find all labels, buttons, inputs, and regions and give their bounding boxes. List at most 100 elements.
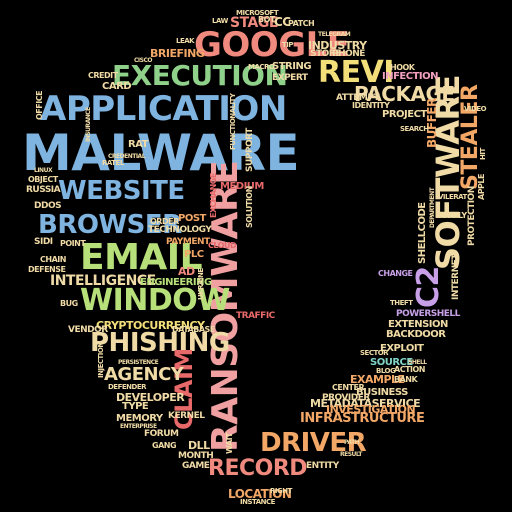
word-infrastructure: INFRASTRUCTURE bbox=[300, 411, 425, 426]
word-rat: RAT bbox=[128, 139, 148, 150]
word-google: GOOGLE bbox=[194, 25, 350, 65]
word-game: GAME bbox=[182, 461, 210, 471]
word-provider: PROVIDER bbox=[322, 393, 370, 403]
word-source: SOURCE bbox=[370, 357, 413, 368]
word-project: PROJECT bbox=[382, 109, 427, 120]
word-dll: DLL bbox=[188, 439, 210, 452]
word-order: ORDER bbox=[150, 217, 179, 226]
word-ukraine: UKRAINE bbox=[197, 268, 205, 300]
word-defense: DEFENSE bbox=[28, 265, 66, 274]
word-card: CARD bbox=[102, 81, 132, 92]
word-blog: BLOG bbox=[376, 367, 396, 375]
word-post: POST bbox=[178, 213, 206, 224]
word-memory: MEMORY bbox=[116, 413, 163, 424]
word-sector: SECTOR bbox=[360, 349, 389, 357]
word-hit: HIT bbox=[479, 148, 487, 160]
word-plc: PLC bbox=[184, 249, 204, 260]
word-cc: CC bbox=[274, 15, 291, 29]
word-traffic: TRAFFIC bbox=[236, 311, 275, 321]
word-string: STRING bbox=[272, 61, 312, 72]
word-month: MONTH bbox=[178, 451, 214, 461]
word-tip: TIP bbox=[282, 41, 294, 49]
word-protection: PROTECTION bbox=[467, 186, 477, 246]
word-attempt: ATTEMPT bbox=[336, 93, 380, 103]
word-industry: INDUSTRY bbox=[308, 39, 367, 52]
word-backdoor: BACKDOOR bbox=[386, 329, 446, 340]
word-forum: FORUM bbox=[144, 429, 179, 439]
word-right: RIGHT bbox=[270, 487, 292, 495]
word-shell: SHELL bbox=[408, 359, 427, 366]
word-type: TYPE bbox=[122, 401, 149, 412]
word-package: PACKAGE bbox=[354, 82, 455, 106]
word-shellcode: SHELLCODE bbox=[417, 202, 428, 264]
word-telegram: TELEGRAM bbox=[318, 31, 351, 38]
word-bug: BUG bbox=[60, 299, 78, 308]
word-medium: MEDIUM bbox=[220, 181, 264, 192]
word-exchange: EXCHANGE bbox=[209, 173, 218, 218]
word-insurance: INSURANCE bbox=[85, 107, 92, 142]
word-search: SEARCH bbox=[400, 125, 429, 133]
word-macro: MACRO bbox=[248, 63, 275, 71]
word-path: PATH bbox=[344, 439, 360, 446]
word-email: EMAIL bbox=[80, 237, 203, 278]
word-credit: CREDIT bbox=[88, 71, 118, 80]
word-vendor: VENDOR bbox=[68, 325, 108, 335]
word-phone: PHONE bbox=[332, 49, 365, 59]
word-internet: INTERNET bbox=[451, 254, 461, 300]
word-persistence: PERSISTENCE bbox=[118, 359, 159, 366]
word-payment: PAYMENT bbox=[166, 237, 210, 247]
word-location: LOCATION bbox=[228, 487, 292, 501]
word-expert: EXPERT bbox=[272, 73, 308, 83]
word-briefing: BRIEFING bbox=[150, 47, 205, 60]
word-action: ACTION bbox=[394, 365, 426, 374]
word-patch: PATCH bbox=[288, 19, 315, 28]
word-entity: ENTITY bbox=[306, 461, 339, 471]
word-credential: CREDENTIAL bbox=[108, 153, 146, 160]
word-cloud: CLOUD bbox=[208, 241, 237, 250]
word-microsoft: MICROSOFT bbox=[236, 9, 279, 17]
word-change: CHANGE bbox=[378, 269, 413, 278]
word-business: BUSINESS bbox=[356, 387, 408, 398]
word-support: SUPPORT bbox=[245, 128, 255, 172]
word-linux: LINUX bbox=[34, 167, 53, 174]
word-office: OFFICE bbox=[35, 90, 44, 120]
word-russia: RUSSIA bbox=[26, 185, 61, 195]
word-application: APPLICATION bbox=[40, 89, 287, 129]
word-sidi: SIDI bbox=[34, 237, 53, 247]
word-bank: BANK bbox=[394, 375, 418, 384]
word-browser: BROWSER bbox=[38, 210, 182, 240]
word-investigation: INVESTIGATION bbox=[326, 403, 416, 416]
word-agency: AGENCY bbox=[104, 364, 184, 385]
word-gang: GANG bbox=[152, 441, 177, 450]
word-result: RESULT bbox=[340, 451, 362, 458]
word-record: RECORD bbox=[208, 456, 308, 481]
word-technology: TECHNOLOGY bbox=[148, 225, 212, 235]
word-intelligence: INTELLIGENCE bbox=[50, 273, 156, 289]
word-stage: STAGE bbox=[230, 15, 278, 31]
word-theft: THEFT bbox=[390, 299, 413, 307]
word-hook: HOOK bbox=[390, 63, 415, 72]
word-malware: MALWARE bbox=[22, 124, 300, 182]
word-cisco: CISCO bbox=[134, 57, 152, 64]
word-defender: DEFENDER bbox=[108, 383, 147, 391]
word-kernel: KERNEL bbox=[168, 411, 205, 421]
word-window: WINDOW bbox=[80, 283, 230, 318]
word-law: LAW bbox=[212, 17, 228, 25]
word-ad: AD bbox=[178, 265, 195, 278]
word-execution: EXECUTION bbox=[112, 59, 288, 92]
word-engineering: ENGINEERING bbox=[140, 277, 212, 288]
word-example: EXAMPLE bbox=[350, 373, 405, 386]
word-injection: INJECTION bbox=[97, 342, 105, 378]
word-chain: CHAIN bbox=[40, 255, 66, 264]
word-department: DEPARTMENT bbox=[429, 187, 436, 228]
word-buffer: BUFFER bbox=[425, 98, 439, 148]
word-website: WEBSITE bbox=[58, 176, 185, 206]
word-video: VIDEO bbox=[464, 105, 487, 113]
word-ratel: RATEL bbox=[102, 159, 124, 167]
word-supply: SUPPLY bbox=[436, 211, 467, 220]
word-instance: INSTANCE bbox=[240, 498, 275, 506]
word-developer: DEVELOPER bbox=[116, 391, 185, 404]
word-exploit: EXPLOIT bbox=[380, 343, 424, 354]
word-powershell: POWERSHELL bbox=[396, 309, 460, 319]
word-center: CENTER bbox=[332, 383, 365, 392]
